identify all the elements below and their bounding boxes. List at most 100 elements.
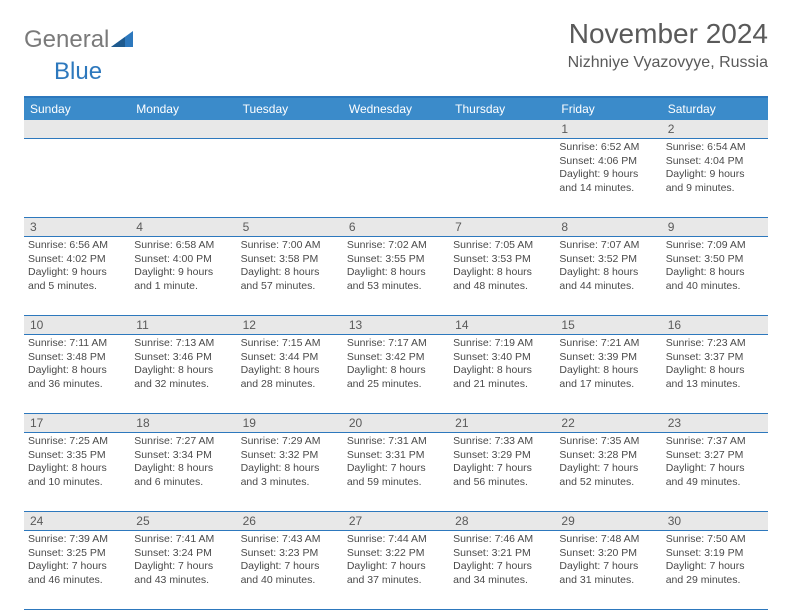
day-number: 29 bbox=[555, 512, 661, 530]
sunset-text: Sunset: 3:20 PM bbox=[559, 547, 657, 561]
daylight-text: Daylight: 8 hours and 40 minutes. bbox=[666, 266, 764, 293]
sunrise-text: Sunrise: 7:13 AM bbox=[134, 337, 232, 351]
daylight-text: Daylight: 7 hours and 43 minutes. bbox=[134, 560, 232, 587]
daylight-text: Daylight: 7 hours and 31 minutes. bbox=[559, 560, 657, 587]
sunset-text: Sunset: 3:39 PM bbox=[559, 351, 657, 365]
sunrise-text: Sunrise: 7:07 AM bbox=[559, 239, 657, 253]
sunset-text: Sunset: 4:04 PM bbox=[666, 155, 764, 169]
week-num-row: 10111213141516 bbox=[24, 316, 768, 335]
sunrise-text: Sunrise: 7:44 AM bbox=[347, 533, 445, 547]
sunrise-text: Sunrise: 7:00 AM bbox=[241, 239, 339, 253]
sunset-text: Sunset: 3:58 PM bbox=[241, 253, 339, 267]
sunrise-text: Sunrise: 7:19 AM bbox=[453, 337, 551, 351]
day-number bbox=[24, 120, 130, 138]
daylight-text: Daylight: 7 hours and 59 minutes. bbox=[347, 462, 445, 489]
day-number: 21 bbox=[449, 414, 555, 432]
sunset-text: Sunset: 3:19 PM bbox=[666, 547, 764, 561]
sunset-text: Sunset: 3:24 PM bbox=[134, 547, 232, 561]
day-number: 16 bbox=[662, 316, 768, 334]
day-cell bbox=[130, 139, 236, 217]
day-number: 2 bbox=[662, 120, 768, 138]
sunrise-text: Sunrise: 7:31 AM bbox=[347, 435, 445, 449]
weekday-tuesday: Tuesday bbox=[237, 98, 343, 120]
day-cell: Sunrise: 6:56 AMSunset: 4:02 PMDaylight:… bbox=[24, 237, 130, 315]
sunset-text: Sunset: 3:53 PM bbox=[453, 253, 551, 267]
day-number: 22 bbox=[555, 414, 661, 432]
day-number: 15 bbox=[555, 316, 661, 334]
sunrise-text: Sunrise: 7:39 AM bbox=[28, 533, 126, 547]
day-number: 1 bbox=[555, 120, 661, 138]
weekday-monday: Monday bbox=[130, 98, 236, 120]
logo-text: General bbox=[24, 26, 133, 54]
sunrise-text: Sunrise: 6:58 AM bbox=[134, 239, 232, 253]
sunrise-text: Sunrise: 6:56 AM bbox=[28, 239, 126, 253]
daylight-text: Daylight: 7 hours and 49 minutes. bbox=[666, 462, 764, 489]
day-cell: Sunrise: 7:00 AMSunset: 3:58 PMDaylight:… bbox=[237, 237, 343, 315]
day-number bbox=[343, 120, 449, 138]
month-title: November 2024 bbox=[568, 18, 768, 50]
day-cell: Sunrise: 6:58 AMSunset: 4:00 PMDaylight:… bbox=[130, 237, 236, 315]
weekday-sunday: Sunday bbox=[24, 98, 130, 120]
sunset-text: Sunset: 4:06 PM bbox=[559, 155, 657, 169]
sunrise-text: Sunrise: 7:15 AM bbox=[241, 337, 339, 351]
day-number: 27 bbox=[343, 512, 449, 530]
day-cell: Sunrise: 7:11 AMSunset: 3:48 PMDaylight:… bbox=[24, 335, 130, 413]
sunset-text: Sunset: 3:29 PM bbox=[453, 449, 551, 463]
daylight-text: Daylight: 9 hours and 1 minute. bbox=[134, 266, 232, 293]
sunset-text: Sunset: 3:44 PM bbox=[241, 351, 339, 365]
sunrise-text: Sunrise: 7:25 AM bbox=[28, 435, 126, 449]
sunrise-text: Sunrise: 7:33 AM bbox=[453, 435, 551, 449]
week-body-row: Sunrise: 7:11 AMSunset: 3:48 PMDaylight:… bbox=[24, 335, 768, 414]
sunset-text: Sunset: 3:27 PM bbox=[666, 449, 764, 463]
weekday-wednesday: Wednesday bbox=[343, 98, 449, 120]
sunrise-text: Sunrise: 7:48 AM bbox=[559, 533, 657, 547]
weekday-friday: Friday bbox=[555, 98, 661, 120]
day-number: 9 bbox=[662, 218, 768, 236]
day-cell: Sunrise: 7:44 AMSunset: 3:22 PMDaylight:… bbox=[343, 531, 449, 609]
day-cell: Sunrise: 7:27 AMSunset: 3:34 PMDaylight:… bbox=[130, 433, 236, 511]
sunset-text: Sunset: 3:32 PM bbox=[241, 449, 339, 463]
logo: General bbox=[24, 18, 133, 54]
day-number: 12 bbox=[237, 316, 343, 334]
day-cell: Sunrise: 7:50 AMSunset: 3:19 PMDaylight:… bbox=[662, 531, 768, 609]
day-cell bbox=[343, 139, 449, 217]
day-cell: Sunrise: 7:37 AMSunset: 3:27 PMDaylight:… bbox=[662, 433, 768, 511]
sunrise-text: Sunrise: 7:50 AM bbox=[666, 533, 764, 547]
sunset-text: Sunset: 3:48 PM bbox=[28, 351, 126, 365]
sunrise-text: Sunrise: 7:11 AM bbox=[28, 337, 126, 351]
week-num-row: 24252627282930 bbox=[24, 512, 768, 531]
daylight-text: Daylight: 8 hours and 57 minutes. bbox=[241, 266, 339, 293]
daylight-text: Daylight: 7 hours and 46 minutes. bbox=[28, 560, 126, 587]
sunrise-text: Sunrise: 7:41 AM bbox=[134, 533, 232, 547]
day-cell: Sunrise: 7:35 AMSunset: 3:28 PMDaylight:… bbox=[555, 433, 661, 511]
day-number: 30 bbox=[662, 512, 768, 530]
day-cell: Sunrise: 7:25 AMSunset: 3:35 PMDaylight:… bbox=[24, 433, 130, 511]
logo-triangle-icon bbox=[111, 31, 133, 52]
daylight-text: Daylight: 7 hours and 37 minutes. bbox=[347, 560, 445, 587]
day-cell: Sunrise: 7:17 AMSunset: 3:42 PMDaylight:… bbox=[343, 335, 449, 413]
sunset-text: Sunset: 3:52 PM bbox=[559, 253, 657, 267]
day-number: 28 bbox=[449, 512, 555, 530]
day-number: 13 bbox=[343, 316, 449, 334]
day-number: 19 bbox=[237, 414, 343, 432]
day-number: 8 bbox=[555, 218, 661, 236]
sunrise-text: Sunrise: 7:21 AM bbox=[559, 337, 657, 351]
day-number: 20 bbox=[343, 414, 449, 432]
daylight-text: Daylight: 8 hours and 53 minutes. bbox=[347, 266, 445, 293]
sunrise-text: Sunrise: 7:35 AM bbox=[559, 435, 657, 449]
day-cell: Sunrise: 7:43 AMSunset: 3:23 PMDaylight:… bbox=[237, 531, 343, 609]
day-number: 26 bbox=[237, 512, 343, 530]
weekday-thursday: Thursday bbox=[449, 98, 555, 120]
day-number: 25 bbox=[130, 512, 236, 530]
day-cell bbox=[237, 139, 343, 217]
sunrise-text: Sunrise: 7:29 AM bbox=[241, 435, 339, 449]
weekday-header-row: SundayMondayTuesdayWednesdayThursdayFrid… bbox=[24, 98, 768, 120]
week-num-row: 3456789 bbox=[24, 218, 768, 237]
day-number: 6 bbox=[343, 218, 449, 236]
sunset-text: Sunset: 3:22 PM bbox=[347, 547, 445, 561]
daylight-text: Daylight: 8 hours and 36 minutes. bbox=[28, 364, 126, 391]
sunrise-text: Sunrise: 7:27 AM bbox=[134, 435, 232, 449]
sunrise-text: Sunrise: 7:23 AM bbox=[666, 337, 764, 351]
day-cell bbox=[449, 139, 555, 217]
sunrise-text: Sunrise: 7:02 AM bbox=[347, 239, 445, 253]
